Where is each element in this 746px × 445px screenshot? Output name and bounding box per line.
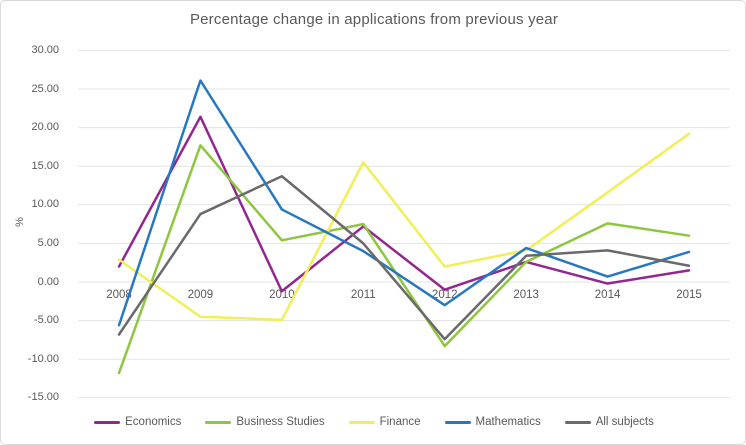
x-tick-label: 2012 xyxy=(431,289,458,301)
legend-label: Mathematics xyxy=(475,416,541,428)
x-tick-label: 2013 xyxy=(513,289,539,301)
x-tick-label: 2011 xyxy=(350,289,376,301)
y-tick-label: -10.00 xyxy=(27,352,59,365)
y-tick-label: -5.00 xyxy=(33,314,59,327)
legend-label: All subjects xyxy=(595,416,654,428)
y-tick-label: 15.00 xyxy=(31,159,59,172)
y-tick-label: 5.00 xyxy=(37,236,59,249)
series-line-business-studies xyxy=(117,144,691,375)
series-line-finance xyxy=(117,132,691,322)
legend-line-swatch xyxy=(348,420,375,424)
x-tick-label: 2010 xyxy=(269,289,295,301)
legend-line-swatch xyxy=(564,420,591,424)
x-tick-label: 2008 xyxy=(106,289,132,301)
y-tick-label: 25.00 xyxy=(31,82,59,95)
legend-item-mathematics[interactable]: Mathematics xyxy=(444,416,541,428)
legend-line-swatch xyxy=(205,420,232,424)
y-tick-label: 30.00 xyxy=(31,43,59,56)
legend-item-business-studies[interactable]: Business Studies xyxy=(205,416,325,428)
x-tick-label: 2014 xyxy=(594,289,621,301)
x-tick-label: 2015 xyxy=(676,289,702,301)
series-line-mathematics xyxy=(117,79,691,327)
legend-label: Economics xyxy=(125,416,182,428)
chart-legend: Economics Business Studies Finance Mathemat… xyxy=(1,416,745,428)
x-tick-label: 2009 xyxy=(187,289,214,301)
series-line-economics xyxy=(117,115,691,293)
legend-item-finance[interactable]: Finance xyxy=(348,416,421,428)
y-tick-label: 20.00 xyxy=(31,121,59,134)
legend-line-swatch xyxy=(94,420,121,424)
series-line-all-subjects xyxy=(117,174,691,341)
legend-label: Finance xyxy=(379,416,421,428)
legend-line-swatch xyxy=(444,420,471,424)
legend-item-economics[interactable]: Economics xyxy=(94,416,181,428)
y-tick-label: 10.00 xyxy=(31,198,59,211)
y-tick-label: 0.00 xyxy=(37,275,59,288)
legend-label: Business Studies xyxy=(236,416,325,428)
legend-item-all-subjects[interactable]: All subjects xyxy=(564,416,654,428)
chart-title: Percentage change in applications from p… xyxy=(189,11,559,28)
y-tick-label: -15.00 xyxy=(27,391,59,404)
